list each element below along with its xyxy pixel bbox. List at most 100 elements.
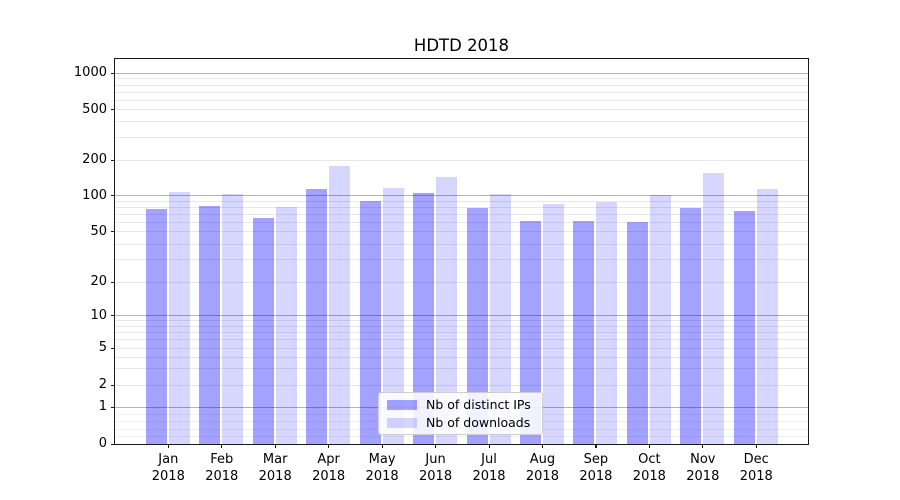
y-tick-label: 20 <box>90 274 107 290</box>
x-tick-mark <box>702 444 704 448</box>
y-tick-mark <box>111 231 115 233</box>
y-tick-label: 100 <box>82 187 107 203</box>
x-tick-label-sep-2018: Sep 2018 <box>579 452 613 484</box>
gridline-minor <box>115 325 808 327</box>
y-tick-label: 50 <box>90 223 107 239</box>
bar-nb-of-distinct-ips-sep-2018 <box>573 220 595 444</box>
x-tick-mark <box>488 444 490 448</box>
gridline-major <box>115 315 808 317</box>
gridline-minor <box>115 78 808 80</box>
x-tick-label-feb-2018: Feb 2018 <box>205 452 239 484</box>
gridline-minor <box>115 320 808 322</box>
y-tick-mark <box>111 195 115 197</box>
gridline-minor <box>115 200 808 202</box>
x-tick-mark <box>595 444 597 448</box>
x-tick-mark <box>381 444 383 448</box>
y-tick-mark <box>111 315 115 317</box>
bar-nb-of-distinct-ips-nov-2018 <box>680 207 702 444</box>
legend-item-distinct-ips: Nb of distinct IPs <box>387 397 542 412</box>
gridline-minor <box>115 231 808 233</box>
gridline-minor <box>115 243 808 245</box>
y-tick-mark <box>111 384 115 386</box>
x-tick-mark <box>274 444 276 448</box>
y-tick-label: 10 <box>90 307 107 323</box>
bar-nb-of-distinct-ips-oct-2018 <box>626 222 648 444</box>
y-tick-mark <box>111 347 115 349</box>
x-tick-mark <box>328 444 330 448</box>
gridline-minor <box>115 84 808 86</box>
bar-nb-of-downloads-nov-2018 <box>703 172 725 444</box>
bar-nb-of-distinct-ips-apr-2018 <box>306 188 328 444</box>
bar-nb-of-downloads-feb-2018 <box>222 194 244 444</box>
bar-nb-of-distinct-ips-jul-2018 <box>466 207 488 444</box>
y-tick-label: 1000 <box>73 65 107 81</box>
x-tick-mark <box>541 444 544 448</box>
bar-nb-of-downloads-may-2018 <box>382 187 404 444</box>
gridline-minor <box>115 368 808 370</box>
bar-nb-of-downloads-oct-2018 <box>649 194 671 444</box>
y-tick-mark <box>111 159 115 161</box>
x-tick-label-oct-2018: Oct 2018 <box>632 452 666 484</box>
gridline-minor <box>115 281 808 283</box>
y-tick-mark <box>111 443 115 445</box>
legend: Nb of distinct IPs Nb of downloads <box>378 392 543 435</box>
gridline-minor <box>115 331 808 333</box>
bar-nb-of-downloads-jun-2018 <box>436 176 458 444</box>
legend-swatch-distinct-ips <box>387 399 417 410</box>
gridline-minor <box>115 213 808 215</box>
bar-nb-of-distinct-ips-jun-2018 <box>413 193 435 444</box>
gridline-major <box>115 195 808 197</box>
bar-nb-of-distinct-ips-may-2018 <box>359 200 381 444</box>
gridline-minor <box>115 259 808 261</box>
gridline-minor <box>115 91 808 93</box>
chart-title: HDTD 2018 <box>413 36 510 55</box>
bar-nb-of-downloads-dec-2018 <box>756 188 778 444</box>
x-tick-label-nov-2018: Nov 2018 <box>686 452 720 484</box>
legend-swatch-downloads <box>387 417 417 428</box>
gridline-minor <box>115 137 808 139</box>
bar-nb-of-distinct-ips-dec-2018 <box>733 211 755 444</box>
y-tick-label: 0 <box>98 436 107 451</box>
x-tick-mark <box>221 444 223 448</box>
bar-nb-of-downloads-mar-2018 <box>275 207 297 444</box>
bar-nb-of-distinct-ips-mar-2018 <box>252 218 274 444</box>
x-tick-label-mar-2018: Mar 2018 <box>258 452 292 484</box>
y-tick-label: 200 <box>82 152 107 167</box>
y-tick-mark <box>111 109 115 111</box>
gridline-minor <box>115 99 808 101</box>
gridline-minor <box>115 384 808 386</box>
gridline-minor <box>115 121 808 123</box>
gridline-minor <box>115 159 808 161</box>
x-tick-mark <box>648 444 651 448</box>
gridline-minor <box>115 109 808 111</box>
gridline-minor <box>115 436 808 438</box>
x-tick-mark <box>167 444 169 448</box>
y-tick-label: 500 <box>82 101 107 117</box>
x-tick-mark <box>435 444 437 448</box>
bar-nb-of-downloads-jul-2018 <box>489 194 511 444</box>
bar-nb-of-downloads-aug-2018 <box>542 203 564 444</box>
bar-nb-of-downloads-jan-2018 <box>168 192 190 444</box>
y-tick-mark <box>111 406 115 408</box>
x-tick-label-aug-2018: Aug 2018 <box>525 452 559 484</box>
y-tick-label: 2 <box>98 377 107 392</box>
gridline-minor <box>115 221 808 223</box>
y-tick-label: 1 <box>98 399 107 415</box>
bar-nb-of-downloads-sep-2018 <box>596 202 618 444</box>
x-tick-label-dec-2018: Dec 2018 <box>739 452 773 484</box>
gridline-minor <box>115 339 808 341</box>
bar-nb-of-distinct-ips-feb-2018 <box>199 206 221 444</box>
gridline-major <box>115 72 808 74</box>
x-tick-label-apr-2018: Apr 2018 <box>312 452 346 484</box>
x-tick-label-jun-2018: Jun 2018 <box>419 452 453 484</box>
gridline-minor <box>115 206 808 208</box>
x-tick-mark <box>755 444 757 448</box>
legend-label-downloads: Nb of downloads <box>426 415 531 430</box>
bar-nb-of-distinct-ips-aug-2018 <box>519 220 541 444</box>
gridline-minor <box>115 347 808 349</box>
legend-item-downloads: Nb of downloads <box>387 415 542 430</box>
x-tick-label-may-2018: May 2018 <box>365 452 399 484</box>
legend-label-distinct-ips: Nb of distinct IPs <box>426 397 531 412</box>
x-tick-label-jan-2018: Jan 2018 <box>151 452 185 484</box>
